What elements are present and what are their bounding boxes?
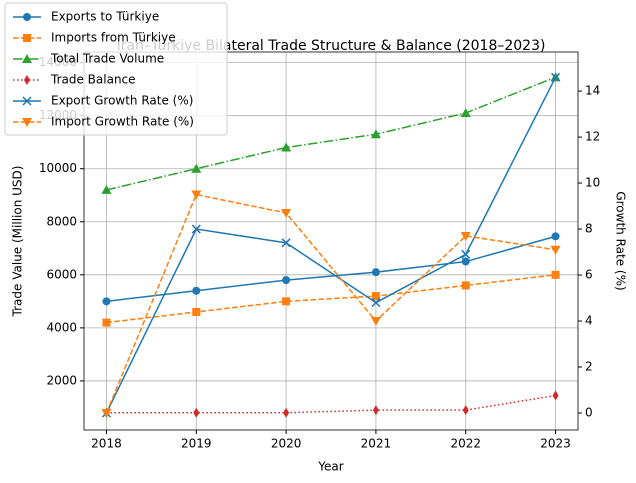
y-tick-label: 10000 (39, 161, 77, 175)
legend-label: Export Growth Rate (%) (51, 94, 193, 108)
marker (281, 238, 291, 248)
marker (191, 190, 202, 200)
x-axis-label: Year (317, 460, 343, 474)
marker (550, 245, 561, 255)
y2-axis-label: Growth Rate (%) (614, 191, 628, 290)
marker (101, 184, 112, 194)
y2-tick-label: 2 (585, 360, 593, 374)
series-line (106, 76, 556, 191)
marker (371, 268, 380, 277)
y2-tick-label: 10 (585, 176, 600, 190)
marker (192, 286, 201, 295)
y-tick-label: 2000 (46, 373, 77, 387)
marker (552, 390, 559, 401)
marker (461, 249, 471, 259)
y2-tick-label: 12 (585, 130, 600, 144)
series (101, 190, 561, 418)
x-tick-label: 2018 (91, 437, 122, 451)
marker (461, 257, 470, 266)
marker (460, 108, 471, 118)
marker (191, 224, 201, 234)
series-line (105, 76, 557, 414)
legend-box (4, 2, 228, 136)
plot-frame (83, 51, 579, 431)
y2-tick-label: 0 (585, 405, 593, 419)
legend-label: Trade Balance (50, 73, 136, 87)
marker (462, 405, 469, 416)
marker (370, 129, 381, 139)
marker (282, 297, 291, 306)
marker (372, 405, 379, 416)
series (102, 232, 560, 306)
x-tick-label: 2020 (271, 437, 302, 451)
legend-marker (23, 13, 31, 21)
marker (461, 281, 470, 290)
marker (193, 407, 200, 418)
x-tick-label: 2021 (361, 437, 392, 451)
legend: Exports to Türkiye Imports from Türkiye To… (4, 2, 228, 136)
marker (281, 142, 292, 152)
marker (371, 292, 380, 301)
series (103, 390, 559, 418)
series-line (106, 274, 556, 324)
legend-label: Total Trade Volume (50, 52, 164, 66)
series-line (105, 193, 556, 414)
marker (192, 307, 201, 316)
legend-marker (22, 96, 32, 106)
y2-tick-label: 6 (585, 268, 593, 282)
legend-marker (22, 118, 32, 127)
series-line (106, 394, 556, 414)
x-tick-label: 2022 (450, 437, 481, 451)
marker (281, 208, 292, 218)
legend-label: Import Growth Rate (%) (51, 115, 194, 129)
x-tick-label: 2023 (540, 437, 571, 451)
legend-label: Imports from Türkiye (51, 31, 176, 45)
marker (370, 317, 381, 327)
legend-label: Exports to Türkiye (51, 10, 159, 24)
series-line (106, 235, 556, 303)
marker (102, 297, 111, 306)
y-tick-label: 4000 (46, 320, 77, 334)
y-tick-label: 6000 (46, 267, 77, 281)
y2-tick-label: 14 (585, 84, 600, 98)
y-tick-label: 8000 (46, 214, 77, 228)
series (101, 72, 561, 418)
marker (283, 407, 290, 418)
y2-tick-label: 8 (585, 222, 593, 236)
legend-marker (24, 75, 30, 85)
series (102, 270, 560, 327)
y-axis-label: Trade Value (Million USD) (11, 166, 25, 318)
marker (551, 270, 560, 279)
marker (102, 318, 111, 327)
marker (282, 276, 291, 285)
marker (101, 408, 112, 418)
legend-marker (23, 34, 31, 42)
marker (551, 232, 560, 241)
marker (371, 298, 381, 308)
legend-marker (22, 54, 32, 63)
marker (551, 72, 561, 82)
y2-tick-label: 4 (585, 314, 593, 328)
marker (191, 163, 202, 173)
x-tick-label: 2019 (181, 437, 212, 451)
marker (460, 231, 471, 241)
